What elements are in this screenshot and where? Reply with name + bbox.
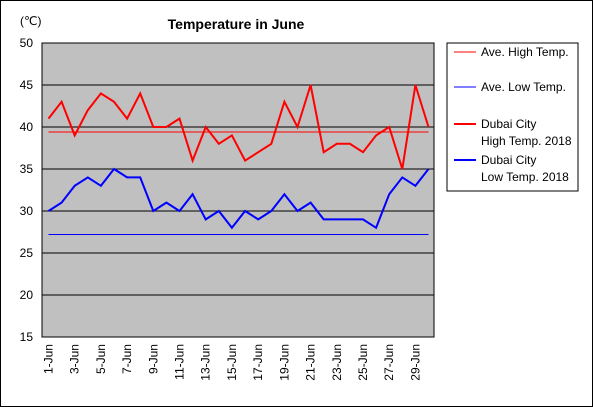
x-tick-label: 3-Jun: [68, 344, 82, 374]
x-tick-label: 21-Jun: [304, 344, 318, 381]
y-tick-label: 30: [20, 204, 34, 218]
y-tick-label: 35: [20, 162, 34, 176]
series-line-3: [47, 167, 430, 230]
x-tick-label: 13-Jun: [199, 344, 213, 381]
legend: Ave. High Temp. Ave. Low Temp. Dubai City H…: [454, 45, 572, 184]
series-lines: [47, 84, 430, 235]
x-tick-label: 27-Jun: [382, 344, 396, 381]
x-tick-label: 5-Jun: [94, 344, 108, 374]
legend-label: Dubai City: [481, 153, 536, 167]
x-tick-label: 1-Jun: [42, 344, 56, 374]
legend-label: Ave. Low Temp.: [481, 80, 566, 94]
plot-area: [41, 42, 435, 338]
x-tick-label: 7-Jun: [120, 344, 134, 374]
grid-lines: [42, 84, 434, 296]
y-tick-label: 45: [20, 78, 34, 92]
x-tick-label: 29-Jun: [408, 344, 422, 381]
y-axis-unit-label: (℃): [20, 14, 41, 28]
x-tick-label: 25-Jun: [356, 344, 370, 381]
x-tick-label: 11-Jun: [173, 344, 187, 380]
legend-label: Low Temp. 2018: [481, 170, 569, 184]
x-axis-tick-labels: 1-Jun 3-Jun 5-Jun 7-Jun 9-Jun 11-Jun 13-Jun 15-…: [42, 344, 423, 381]
x-tick-label: 9-Jun: [146, 344, 160, 374]
x-tick-label: 17-Jun: [251, 344, 265, 381]
legend-label: Ave. High Temp.: [481, 45, 569, 59]
legend-label: High Temp. 2018: [481, 134, 572, 148]
y-tick-label: 20: [20, 288, 34, 302]
y-tick-label: 15: [20, 330, 34, 344]
series-line-2: [47, 84, 430, 170]
legend-label: Dubai City: [481, 117, 536, 131]
x-tick-label: 23-Jun: [330, 344, 344, 381]
x-tick-label: 19-Jun: [277, 344, 291, 381]
legend-box: [446, 42, 579, 192]
y-axis-tick-labels: 15 20 25 30 35 40 45 50: [20, 36, 34, 344]
y-tick-label: 50: [20, 36, 34, 50]
y-tick-label: 25: [20, 246, 34, 260]
y-tick-label: 40: [20, 120, 34, 134]
x-tick-label: 15-Jun: [225, 344, 239, 381]
chart-title: Temperature in June: [168, 16, 305, 32]
